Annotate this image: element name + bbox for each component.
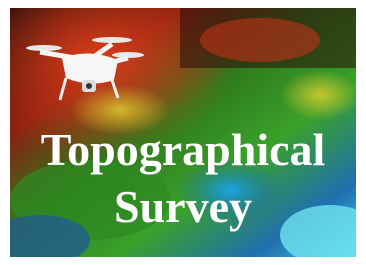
page: Topographical Survey (() => { const data… — [0, 0, 366, 265]
title-line: Survey — [114, 181, 252, 232]
poster: Topographical Survey — [0, 0, 366, 265]
title-line: Topographical — [41, 124, 326, 175]
